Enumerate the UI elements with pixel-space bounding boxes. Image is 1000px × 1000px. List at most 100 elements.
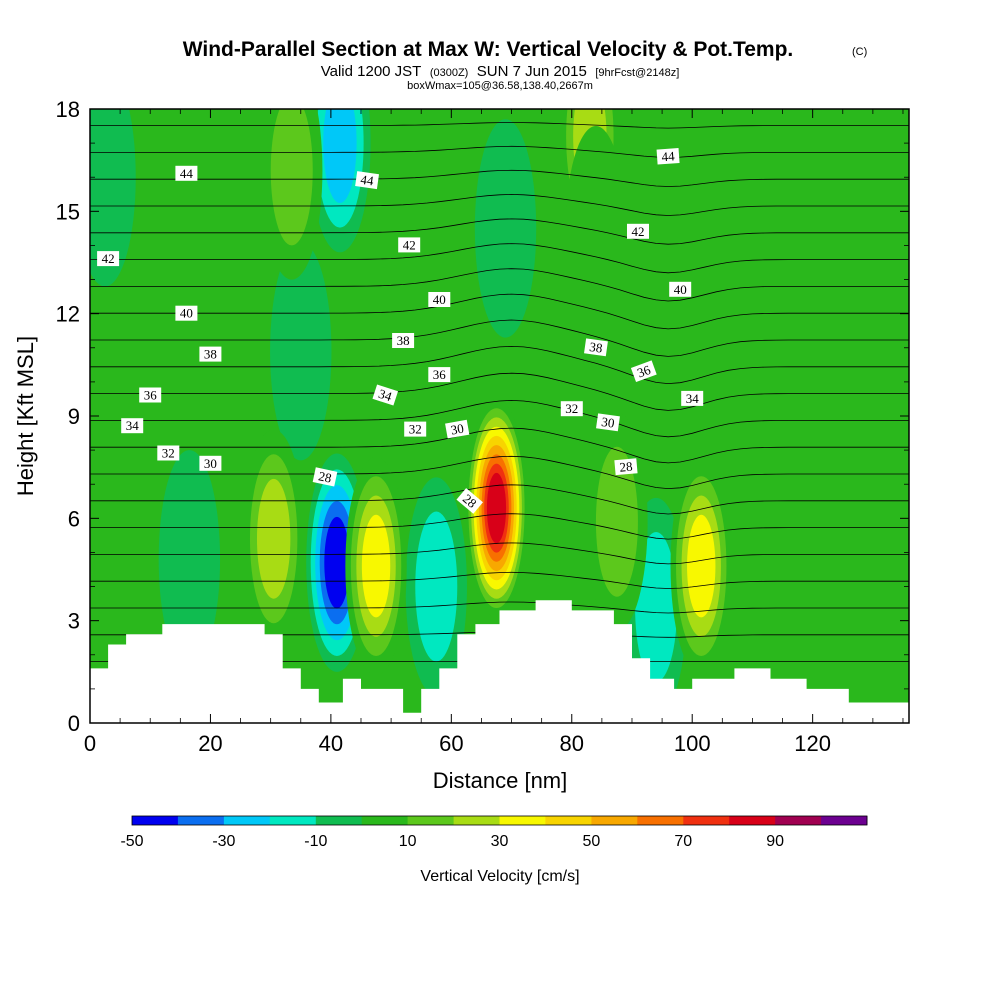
theta-contour-35: [90, 345, 909, 385]
theta-label-text: 38: [397, 333, 410, 348]
theta-label-28: 28: [614, 458, 638, 476]
updraft-cell: [465, 398, 528, 618]
updraft-cell: [565, 126, 627, 345]
theta-label-text: 40: [433, 292, 446, 307]
theta-label-box: [312, 467, 338, 487]
colorbar-swatch: [775, 816, 822, 825]
x-tick-label: 120: [794, 731, 831, 756]
y-tick-label: 15: [56, 199, 80, 224]
theta-label-box: [428, 367, 451, 383]
updraft-contour-10: [565, 126, 627, 345]
theta-label-44: 44: [175, 165, 198, 181]
theta-contour-26: [90, 601, 909, 614]
theta-label-box: [199, 455, 222, 471]
colorbar-swatch: [269, 816, 317, 825]
theta-label-box: [157, 445, 180, 461]
downdraft-contour--10: [90, 109, 136, 287]
theta-label-text: 32: [409, 422, 422, 437]
theta-contour-30: [90, 484, 909, 515]
theta-label-text: 38: [588, 339, 603, 356]
downdraft-contour--20: [415, 511, 458, 662]
theta-contour-31: [90, 455, 909, 490]
y-tick-label: 9: [68, 404, 80, 429]
chart-title: Wind-Parallel Section at Max W: Vertical…: [183, 38, 794, 61]
theta-label-30: 30: [596, 413, 620, 432]
updraft-cell: [261, 109, 323, 280]
theta-label-30: 30: [199, 455, 222, 471]
theta-contour-32: [90, 427, 909, 464]
theta-label-40: 40: [428, 292, 451, 307]
theta-label-text: 40: [180, 306, 193, 321]
theta-label-42: 42: [627, 223, 649, 239]
theta-label-42: 42: [97, 251, 120, 267]
colorbar-swatch: [453, 816, 500, 825]
x-tick-label: 40: [319, 731, 343, 756]
theta-label-box: [355, 171, 380, 190]
theta-label-box: [175, 305, 198, 321]
subtitle-utc: (0300Z): [430, 67, 469, 79]
theta-label-box: [584, 338, 608, 357]
theta-contour-33: [90, 399, 909, 438]
y-axis-label: Height [Kft MSL]: [13, 336, 38, 496]
y-tick-label: 18: [56, 97, 80, 122]
theta-label-box: [121, 418, 144, 434]
colorbar-tick-label: 70: [674, 833, 692, 850]
theta-label-42: 42: [398, 237, 421, 253]
theta-contour-38: [90, 268, 909, 302]
theta-label-28: 28: [456, 488, 483, 514]
downdraft-contour--50: [324, 516, 350, 609]
x-tick-label: 0: [84, 731, 96, 756]
theta-label-box: [681, 390, 704, 406]
theta-contour-39: [90, 243, 909, 274]
theta-label-box: [669, 281, 692, 297]
theta-label-text: 30: [450, 421, 465, 438]
colorbar: -50 -30 -10 10 30 50 70 90: [120, 815, 868, 850]
theta-label-box: [596, 413, 620, 432]
colorbar-swatch: [407, 816, 454, 825]
theta-label-box: [372, 384, 399, 406]
theta-label-box: [199, 346, 222, 362]
x-tick-label: 80: [560, 731, 584, 756]
colorbar-swatch: [729, 816, 776, 825]
colorbar-swatch: [315, 816, 363, 825]
theta-label-text: 44: [661, 148, 676, 164]
theta-label-32: 32: [157, 445, 180, 461]
colorbar-swatch: [132, 816, 179, 825]
theta-label-38: 38: [392, 333, 415, 348]
contour-labels: 44 44 44 42 42 42 40 40 40 38 38 38 36 36 36 34 34 34 32 32…: [97, 148, 704, 514]
subtitle-valid: Valid 1200 JST: [321, 63, 422, 80]
theta-label-text: 36: [433, 367, 447, 382]
chart-title-mark: (C): [852, 46, 867, 58]
theta-label-30: 30: [445, 419, 470, 439]
subtitle-fcst: [9hrFcst@2148z]: [595, 67, 679, 79]
theta-label-text: 36: [635, 362, 653, 381]
y-tick-label: 0: [68, 711, 80, 736]
theta-label-38: 38: [199, 346, 222, 362]
x-tick-label: 20: [198, 731, 222, 756]
colorbar-tick-label: 10: [399, 833, 417, 850]
theta-label-text: 40: [674, 282, 687, 297]
theta-label-34: 34: [681, 390, 704, 406]
colorbar-tick-label: -10: [304, 833, 327, 850]
downdraft-contour--10: [270, 241, 332, 461]
colorbar-swatch: [361, 816, 409, 825]
theta-label-text: 44: [360, 172, 375, 189]
updraft-contour-20: [595, 446, 638, 597]
theta-contour-36: [90, 319, 909, 357]
theta-label-box: [392, 333, 415, 348]
theta-label-28: 28: [312, 467, 338, 487]
x-tick-label: 60: [439, 731, 463, 756]
colorbar-swatch: [499, 816, 546, 825]
theta-contour-44: [90, 122, 909, 129]
theta-label-44: 44: [355, 171, 380, 190]
updraft-cell: [345, 456, 407, 676]
theta-label-box: [456, 488, 483, 514]
theta-label-40: 40: [669, 281, 692, 297]
downdraft-contour--30: [323, 109, 357, 203]
theta-label-38: 38: [584, 338, 608, 357]
theta-label-box: [630, 360, 657, 383]
theta-label-text: 44: [180, 166, 194, 181]
downdraft-cell: [474, 119, 537, 338]
